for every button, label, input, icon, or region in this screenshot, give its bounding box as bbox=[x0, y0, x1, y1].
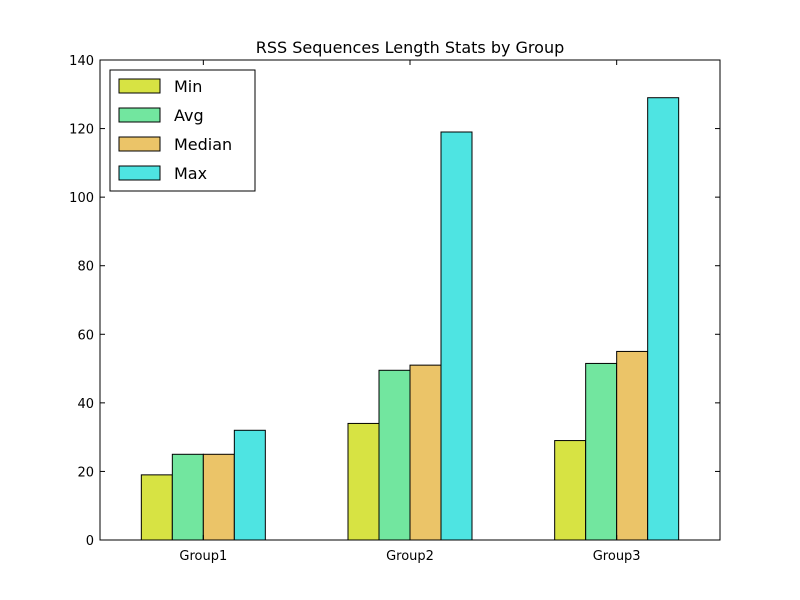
bar-median-group2 bbox=[409, 364, 442, 541]
y-tick-label: 40 bbox=[77, 397, 94, 412]
bar-min-group1 bbox=[140, 474, 173, 541]
bars-layer bbox=[140, 97, 680, 541]
legend-label-max: Max bbox=[174, 164, 207, 183]
bar-median-group3 bbox=[616, 350, 649, 541]
ticks-layer: 0 20 40 60 80 100 120 140 Group1 Group2 Group3 bbox=[69, 54, 720, 564]
y-tick-label: 120 bbox=[69, 123, 94, 138]
bar-max-group1 bbox=[233, 429, 266, 541]
legend-label-min: Min bbox=[174, 77, 202, 96]
x-tick-label: Group2 bbox=[386, 549, 434, 564]
bar-max-group3 bbox=[647, 97, 680, 541]
legend-swatch-max bbox=[118, 165, 161, 181]
legend-swatch-median bbox=[118, 136, 161, 152]
y-tick-label: 20 bbox=[77, 465, 94, 480]
bar-avg-group3 bbox=[585, 362, 618, 541]
bar-median-group1 bbox=[202, 453, 235, 541]
legend-swatch-avg bbox=[118, 107, 161, 123]
legend-label-median: Median bbox=[174, 135, 232, 154]
y-tick-label: 60 bbox=[77, 328, 94, 343]
y-tick-label: 140 bbox=[69, 54, 94, 69]
y-tick-label: 100 bbox=[69, 191, 94, 206]
legend-label-avg: Avg bbox=[174, 106, 204, 125]
legend: Min Avg Median Max bbox=[109, 69, 256, 192]
x-tick-label: Group3 bbox=[593, 549, 641, 564]
bar-min-group3 bbox=[554, 440, 587, 541]
x-tick-label: Group1 bbox=[179, 549, 227, 564]
chart-title: RSS Sequences Length Stats by Group bbox=[256, 38, 564, 57]
legend-swatch-min bbox=[118, 78, 161, 94]
bar-avg-group2 bbox=[378, 369, 411, 541]
bar-max-group2 bbox=[440, 131, 473, 541]
bar-avg-group1 bbox=[171, 453, 204, 541]
y-tick-label: 0 bbox=[86, 534, 94, 549]
bar-min-group2 bbox=[347, 422, 380, 541]
y-tick-label: 80 bbox=[77, 260, 94, 275]
